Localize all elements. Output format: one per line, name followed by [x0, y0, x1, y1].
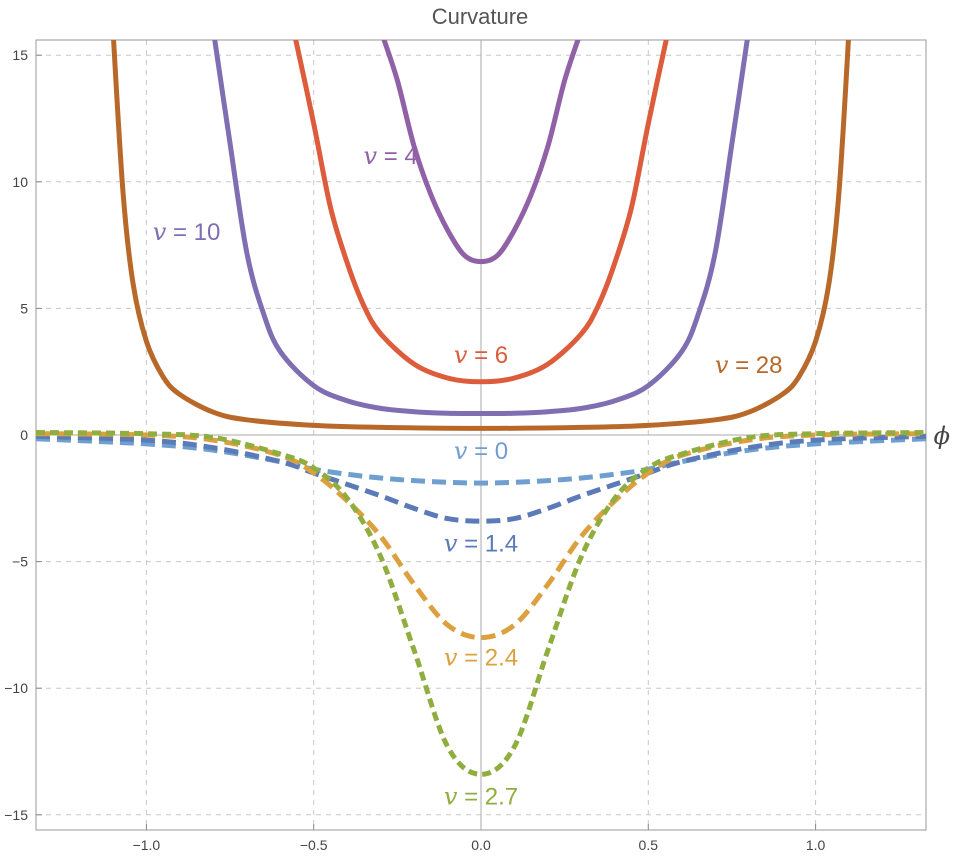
- y-tick-label: −15: [4, 807, 28, 823]
- y-tick-label: 15: [12, 47, 28, 63]
- series-label-1: v = 6: [454, 341, 508, 369]
- y-tick-label: 10: [12, 174, 28, 190]
- series-label-3: v = 28: [715, 351, 783, 379]
- x-axis-label: ϕ: [934, 422, 950, 450]
- y-tick-label: −5: [12, 554, 28, 570]
- series-lines: [36, 40, 926, 777]
- series-labels: v = 4 v = 6 v = 10 v = 28 v = 0 v = 1.4 v = 2.…: [153, 142, 783, 811]
- y-tick-label: −10: [4, 680, 28, 696]
- x-tick-label: 0.5: [639, 837, 659, 853]
- series-line-3: [111, 40, 851, 431]
- series-line-0: [381, 40, 581, 265]
- series-label-4: v = 0: [454, 437, 508, 465]
- series-line-2: [212, 40, 750, 416]
- y-tick-label: 0: [20, 427, 28, 443]
- series-line-5: [36, 433, 926, 524]
- series-label-0: v = 4: [364, 142, 418, 170]
- x-tick-label: 1.0: [806, 837, 826, 853]
- series-label-2: v = 10: [153, 218, 221, 246]
- tick-labels: −1.0 −0.5 0.0 0.5 1.0 15 10 5 0 −5 −10 −15: [4, 47, 825, 853]
- series-line-1: [293, 40, 669, 385]
- x-tick-label: −1.0: [133, 837, 161, 853]
- x-tick-label: 0.0: [471, 837, 491, 853]
- series-line-7: [36, 430, 926, 777]
- series-label-5: v = 1.4: [444, 529, 518, 557]
- series-label-6: v = 2.4: [444, 643, 518, 671]
- series-label-7: v = 2.7: [444, 783, 518, 811]
- y-tick-label: 5: [20, 300, 28, 316]
- x-tick-label: −0.5: [300, 837, 328, 853]
- series-line-4: [36, 436, 926, 486]
- chart-title: Curvature: [432, 4, 529, 29]
